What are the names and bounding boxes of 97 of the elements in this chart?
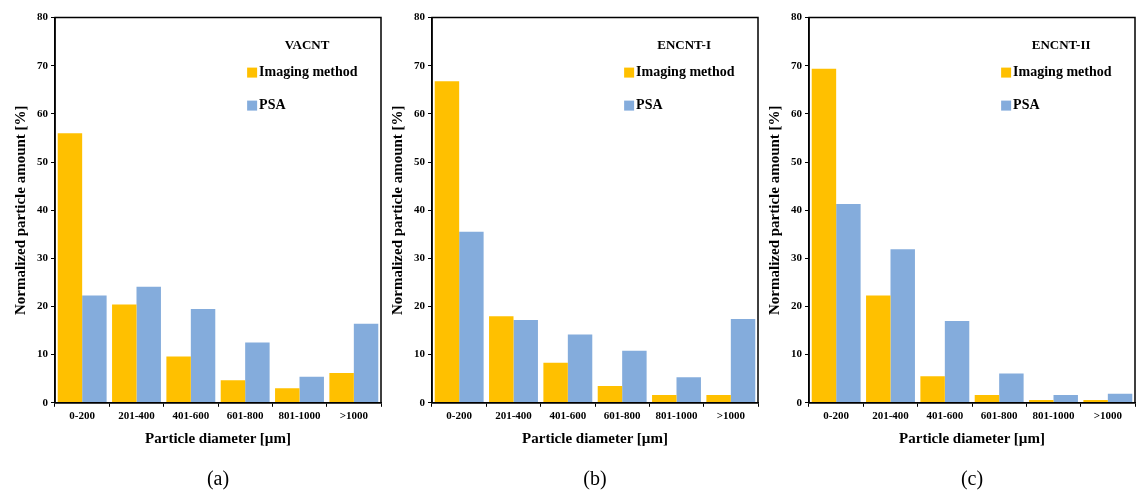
y-tick-label: 0: [419, 395, 426, 408]
bar: [1053, 395, 1078, 403]
y-tick-label: 80: [37, 10, 49, 23]
bar: [299, 376, 324, 403]
bar: [999, 373, 1024, 403]
y-tick-label: 30: [791, 251, 803, 264]
y-tick-label: 10: [791, 347, 803, 360]
bar: [57, 133, 83, 403]
bar: [329, 372, 354, 403]
y-axis-title: Normalized particle amount [%]: [11, 105, 28, 315]
text: (c): [960, 467, 984, 491]
x-tick-label: >1000: [1093, 409, 1123, 422]
bar: [543, 362, 568, 403]
legend-label: PSA: [1013, 97, 1041, 113]
x-axis-title: Particle diameter [µm]: [145, 429, 291, 446]
bar: [974, 395, 1000, 403]
bar: [136, 286, 161, 403]
y-tick-label: 70: [414, 58, 426, 71]
x-tick-label: >1000: [716, 409, 746, 422]
legend-label: PSA: [636, 97, 664, 113]
x-tick-label: 401-600: [172, 409, 210, 422]
bar: [220, 380, 246, 403]
text: VACNT: [284, 36, 330, 52]
y-axis-title: Normalized particle amount [%]: [765, 105, 782, 315]
bar: [166, 356, 191, 403]
text: ENCNT-II: [1031, 36, 1091, 52]
y-tick-label: 50: [37, 154, 49, 167]
y-tick-label: 80: [791, 10, 803, 23]
bar: [434, 81, 460, 403]
bar: [353, 323, 379, 403]
bar: [866, 295, 891, 403]
bar: [730, 319, 756, 403]
legend-label: Imaging method: [1013, 64, 1112, 80]
y-tick-label: 80: [414, 10, 426, 23]
x-axis-title: Particle diameter [µm]: [899, 429, 1045, 446]
y-tick-label: 70: [37, 58, 49, 71]
x-tick-label: 801-1000: [1032, 409, 1076, 422]
y-tick-label: 10: [414, 347, 426, 360]
bar: [811, 68, 837, 403]
x-tick-label: 601-800: [980, 409, 1018, 422]
y-axis-title: Normalized particle amount [%]: [388, 105, 405, 315]
y-tick-label: 20: [414, 299, 426, 312]
y-tick-label: 50: [791, 154, 803, 167]
bar: [275, 388, 300, 403]
y-tick-label: 20: [791, 299, 803, 312]
x-tick-label: 801-1000: [278, 409, 322, 422]
y-tick-label: 40: [37, 203, 49, 216]
y-tick-label: 0: [42, 395, 49, 408]
bar: [190, 308, 216, 403]
y-tick-label: 60: [37, 106, 49, 119]
y-tick-label: 40: [791, 203, 803, 216]
x-tick-label: 401-600: [926, 409, 964, 422]
legend-label: Imaging method: [636, 64, 735, 80]
x-tick-label: 201-400: [495, 409, 533, 422]
text: ENCNT-I: [657, 36, 711, 52]
bar: [597, 385, 623, 403]
bar: [944, 320, 970, 403]
x-axis-title: Particle diameter [µm]: [522, 429, 668, 446]
text: (a): [206, 467, 230, 491]
x-tick-label: 0-200: [69, 409, 96, 422]
y-tick-label: 50: [414, 154, 426, 167]
legend-label: Imaging method: [259, 64, 358, 80]
bar: [652, 395, 677, 403]
x-tick-label: 0-200: [446, 409, 473, 422]
y-tick-label: 40: [414, 203, 426, 216]
x-tick-label: >1000: [339, 409, 369, 422]
bar: [706, 395, 731, 403]
y-tick-label: 60: [414, 106, 426, 119]
x-tick-label: 0-200: [823, 409, 850, 422]
x-tick-label: 201-400: [872, 409, 910, 422]
bar: [890, 249, 915, 403]
x-tick-label: 801-1000: [655, 409, 699, 422]
x-tick-label: 601-800: [226, 409, 264, 422]
bar: [82, 295, 107, 403]
bar: [676, 377, 701, 403]
bar: [112, 304, 137, 403]
x-tick-label: 201-400: [118, 409, 156, 422]
x-tick-label: 401-600: [549, 409, 587, 422]
bar: [920, 376, 945, 403]
y-tick-label: 0: [796, 395, 803, 408]
bar: [245, 342, 270, 403]
bar: [622, 350, 647, 403]
y-tick-label: 20: [37, 299, 49, 312]
bar: [489, 316, 514, 403]
bar: [1107, 393, 1133, 403]
text: (b): [583, 467, 607, 491]
bar: [513, 319, 538, 403]
x-tick-label: 601-800: [603, 409, 641, 422]
bar: [567, 334, 593, 403]
bar: [459, 231, 484, 403]
bar: [836, 203, 861, 403]
y-tick-label: 10: [37, 347, 49, 360]
y-tick-label: 70: [791, 58, 803, 71]
y-tick-label: 30: [414, 251, 426, 264]
y-tick-label: 30: [37, 251, 49, 264]
y-tick-label: 60: [791, 106, 803, 119]
legend-label: PSA: [259, 97, 287, 113]
